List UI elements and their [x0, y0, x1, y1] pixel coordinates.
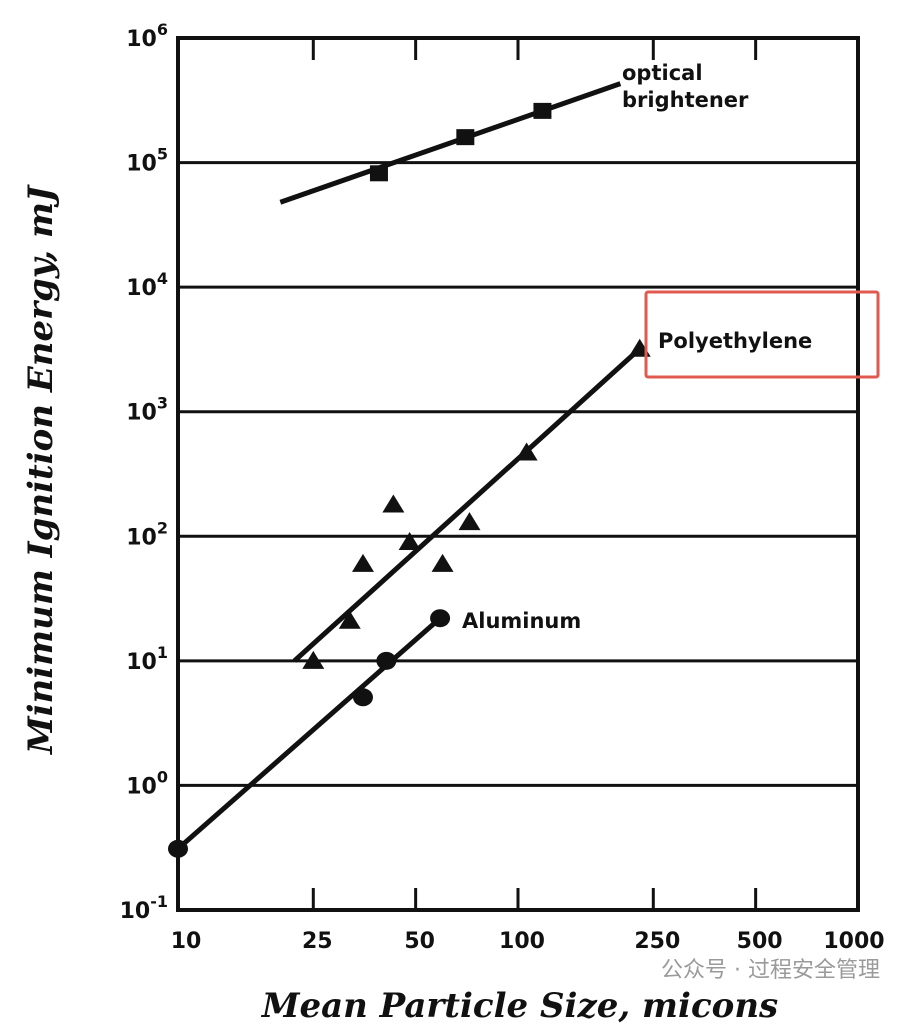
- y-tick-label: 104: [126, 269, 168, 301]
- triangle-point: [458, 512, 481, 531]
- y-tick-label: 101: [126, 643, 168, 675]
- fit-line-circle: [176, 616, 442, 851]
- plot-frame: [176, 36, 860, 912]
- circle-point: [430, 609, 451, 628]
- x-axis-title: Mean Particle Size, micons: [261, 986, 778, 1024]
- fit-line-triangle: [292, 346, 642, 663]
- watermark: 公众号 · 过程安全管理: [661, 958, 880, 983]
- y-axis-title: Minimum Ignition Energy, mJ: [21, 184, 61, 755]
- label-polyethylene: Polyethylene: [658, 329, 812, 353]
- triangle-point: [515, 442, 538, 461]
- x-tick-label: 1000: [823, 929, 884, 954]
- x-tick-label: 10: [171, 929, 202, 954]
- triangle-point: [398, 531, 421, 550]
- label-optical-brightener: optical brightener: [622, 61, 749, 112]
- triangle-point: [302, 650, 325, 669]
- y-tick-label: 100: [126, 767, 168, 799]
- fit-line-square: [279, 81, 622, 205]
- y-tick-label: 105: [126, 145, 168, 177]
- highlight-box: [644, 290, 880, 379]
- x-tick-label: 50: [404, 929, 435, 954]
- x-tick-label: 25: [302, 929, 333, 954]
- x-tick-label: 250: [634, 929, 680, 954]
- data-points: [168, 102, 651, 858]
- square-point: [533, 102, 552, 119]
- triangle-point: [338, 610, 361, 629]
- series-labels: optical brightener Polyethylene Aluminum: [462, 61, 812, 633]
- square-point: [456, 129, 475, 146]
- triangle-point: [351, 553, 374, 572]
- fit-lines: [176, 81, 642, 851]
- gridlines: [178, 161, 858, 787]
- circle-point: [376, 651, 397, 670]
- circle-point: [352, 688, 373, 707]
- triangle-point: [431, 553, 454, 572]
- x-tick-label: 100: [499, 929, 545, 954]
- y-tick-label: 10-1: [120, 892, 168, 924]
- label-aluminum: Aluminum: [462, 609, 581, 633]
- square-point: [369, 165, 388, 182]
- triangle-point: [382, 494, 405, 513]
- y-tick-label: 106: [126, 20, 168, 52]
- y-tick-label: 102: [126, 518, 168, 550]
- y-tick-label: 103: [126, 394, 168, 426]
- x-tick-label: 500: [737, 929, 783, 954]
- y-ticks: 10-1 100 101 102 103 104 105 106: [120, 20, 168, 924]
- x-ticks: 10 25 50 100 250 500 1000: [171, 38, 885, 954]
